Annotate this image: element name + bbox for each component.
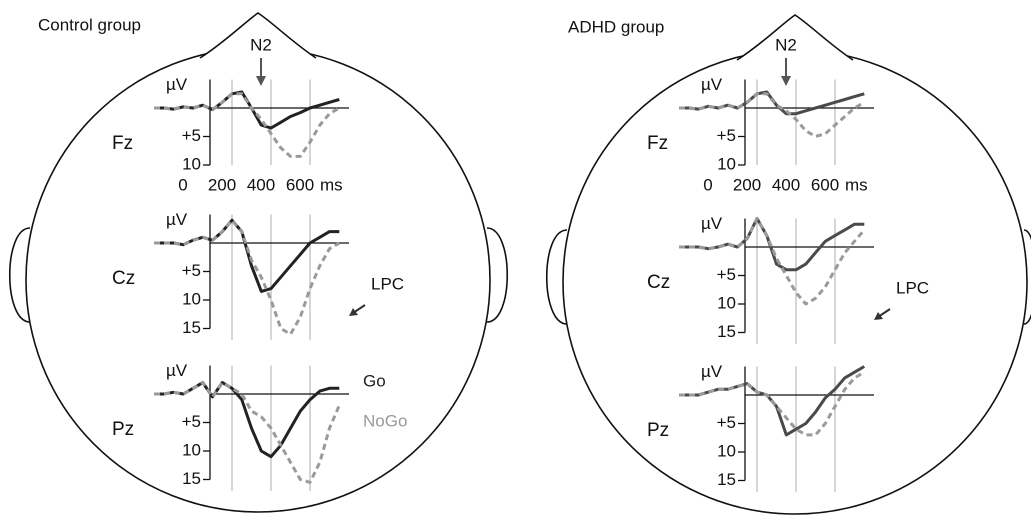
y-tick-label: 10 [182,440,201,459]
y-tick-label: 15 [717,322,736,341]
y-axis-label: µV [701,75,723,94]
series-line [154,92,341,158]
nose-mask [200,13,316,58]
arrow-head [349,308,358,316]
y-tick-label: +5 [717,413,736,432]
ear [486,227,508,323]
arrow-head [874,312,883,320]
ear [9,227,31,323]
series-line [154,381,341,484]
y-axis-label: µV [166,75,188,94]
electrode-label: Cz [112,268,135,289]
y-tick-label: 15 [182,318,201,337]
x-tick-label: 200 [733,175,761,194]
y-axis-label: µV [166,210,188,229]
group-title: ADHD group [568,17,664,36]
electrode-label: Pz [647,420,669,441]
electrode-label: Pz [112,419,134,440]
y-tick-label: 15 [717,470,736,489]
x-axis-label: ms [845,175,868,194]
nose [736,14,854,61]
series-line [154,218,340,293]
ear [1023,229,1031,325]
head-outlines [9,12,1031,515]
x-tick-label: 400 [247,175,275,194]
y-axis-label: µV [701,362,723,381]
y-tick-label: +5 [717,126,736,145]
y-tick-label: 10 [182,154,201,173]
x-tick-label: 200 [208,175,236,194]
legend-entry: NoGo [363,411,407,430]
nose [199,12,317,59]
x-tick-label: 400 [772,175,800,194]
arrow-head [256,76,266,86]
series-line [679,90,865,116]
x-tick-label: 0 [703,175,712,194]
x-tick-label: 600 [286,175,314,194]
series-line [154,90,340,130]
series-line [154,218,341,336]
y-tick-label: +5 [182,412,201,431]
y-tick-label: 10 [717,293,736,312]
annotation: N2 [250,35,272,54]
x-tick-label: 0 [178,175,187,194]
series-line [679,92,866,138]
legend-entry: Go [363,371,386,390]
series-line [679,370,866,437]
y-tick-label: +5 [717,265,736,284]
y-tick-label: 10 [182,289,201,308]
series-line [679,217,866,306]
electrode-label: Fz [112,133,133,154]
electrode-label: Fz [647,133,668,154]
y-tick-label: +5 [182,261,201,280]
y-tick-label: 10 [717,154,736,173]
annotation: LPC [896,278,929,297]
y-tick-label: 15 [182,469,201,488]
arrow-head [781,76,791,86]
y-axis-label: µV [701,214,723,233]
y-tick-label: +5 [182,126,201,145]
ear [546,229,568,325]
annotation: N2 [775,35,797,54]
annotation: LPC [371,274,404,293]
x-tick-label: 600 [811,175,839,194]
group-title: Control group [38,15,141,34]
nose-mask [737,15,853,60]
y-tick-label: 10 [717,441,736,460]
y-axis-label: µV [166,361,188,380]
electrode-label: Cz [647,272,670,293]
x-axis-label: ms [320,175,343,194]
